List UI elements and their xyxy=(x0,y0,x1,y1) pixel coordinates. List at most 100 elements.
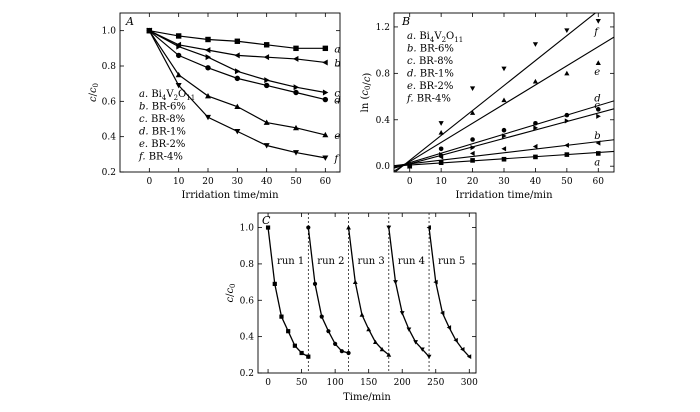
panel-b-point-f xyxy=(438,121,444,126)
panel-b-point-f xyxy=(469,86,476,92)
panel-b-series-a: a xyxy=(394,150,614,169)
panel-a-point-c xyxy=(205,54,211,61)
panel-a-point-c xyxy=(234,68,241,75)
panel-a-ytick-label: 1.0 xyxy=(102,27,117,37)
panel-b-ytick-label: 1.2 xyxy=(376,23,390,33)
panel-b-series-label-d: d xyxy=(594,93,600,104)
panel-a-series-a: a xyxy=(146,27,340,55)
panel-a-point-d xyxy=(175,52,182,59)
panel-c-ytick-label: 0.4 xyxy=(240,333,255,343)
panel-a-point-f xyxy=(175,83,182,89)
panel-c-ylabel: c/c0 xyxy=(225,283,237,302)
panel-c-point-2 xyxy=(379,346,385,352)
panel-a-point-b xyxy=(234,52,240,59)
panel-a-series-label-f: f xyxy=(333,154,340,165)
panel-b-point-b xyxy=(595,140,601,146)
panel-a-ytick-label: 0.2 xyxy=(102,168,116,178)
panel-b-point-f xyxy=(564,28,570,34)
panel-a-series-e: e xyxy=(146,27,340,142)
panel-a-point-d xyxy=(263,82,270,89)
panel-c-point-4 xyxy=(453,337,458,343)
panel-a-point-f xyxy=(146,28,153,34)
panel-a-point-e xyxy=(205,93,211,99)
panel-c-ytick-label: 0.8 xyxy=(240,260,255,270)
panel-c-point-3 xyxy=(386,225,392,230)
panel-c-point-2 xyxy=(352,279,358,285)
panel-b-letter: B xyxy=(401,15,410,28)
panel-c-run-label-1: run 2 xyxy=(317,256,344,267)
panel-b-xtick-label: 0 xyxy=(407,177,413,187)
panel-b-legend-entry: b. BR-6% xyxy=(407,44,454,55)
panel-b-point-b xyxy=(469,150,475,157)
panel-a-series-label-e: e xyxy=(334,131,340,142)
panel-a-point-a xyxy=(263,42,270,48)
panel-a-ytick-label: 0.4 xyxy=(102,133,117,143)
panel-a-point-e xyxy=(322,131,329,138)
panel-b-point-a xyxy=(595,151,601,156)
panel-c-point-4 xyxy=(446,325,452,330)
panel-c-point-4 xyxy=(426,225,431,230)
panel-a-point-f xyxy=(293,150,299,156)
panel-a-point-b xyxy=(263,54,270,61)
panel-b-legend-entry: c. BR-8% xyxy=(407,56,453,67)
panel-a-series-label-d: d xyxy=(334,96,340,107)
panel-b-point-c xyxy=(470,145,476,151)
panel-a-point-c xyxy=(264,77,270,84)
panel-c-point-3 xyxy=(393,280,398,285)
panel-c-xtick-label: 100 xyxy=(327,378,344,388)
panel-a-point-a xyxy=(293,45,299,52)
panel-b-series-f: f xyxy=(394,13,601,172)
panel-c-point-1 xyxy=(346,350,351,356)
panel-b-point-b xyxy=(532,143,538,150)
panel-a-point-d xyxy=(293,89,299,96)
panel-b-point-d xyxy=(470,137,475,142)
panel-c-run-label-3: run 4 xyxy=(398,256,425,267)
panel-a-xtick-label: 40 xyxy=(261,177,273,187)
panel-b-point-d xyxy=(501,127,507,133)
panel-a-point-e xyxy=(234,103,241,110)
panel-b-point-b xyxy=(564,142,569,148)
panel-c-frame xyxy=(257,212,477,374)
panel-b-point-a xyxy=(470,158,475,163)
panel-a-point-f xyxy=(234,128,241,135)
panel-a-legend-entry: e. BR-2% xyxy=(139,139,185,150)
panel-c-series-4: run 5 xyxy=(426,225,472,360)
panel-c-series-2: run 3 xyxy=(346,225,392,357)
panel-c-point-2 xyxy=(386,352,392,357)
panel-b-fit-b xyxy=(394,139,614,167)
panel-b-point-f xyxy=(532,42,539,47)
panel-c-point-3 xyxy=(419,347,425,352)
panel-a-point-a xyxy=(322,45,329,52)
panel-b-point-c xyxy=(533,125,539,131)
panel-a-legend-entry: d. BR-1% xyxy=(139,127,186,138)
panel-c-point-0 xyxy=(292,343,297,348)
panel-c-point-0 xyxy=(272,281,277,287)
panel-a-point-d xyxy=(205,65,211,71)
panel-b-point-e xyxy=(469,110,476,115)
panel-a-legend-entry: c. BR-8% xyxy=(139,114,185,125)
panel-c-point-3 xyxy=(399,311,405,316)
panel-a-point-b xyxy=(205,47,211,54)
panel-c-xtick-label: 50 xyxy=(296,378,308,388)
panel-b-point-f xyxy=(595,19,601,24)
panel-c-point-2 xyxy=(366,326,372,332)
panel-b-xtick-label: 10 xyxy=(435,177,447,187)
panel-c-point-2 xyxy=(346,225,351,230)
panel-b-legend-entry: a. Bi4V2O11 xyxy=(407,31,463,44)
panel-a-legend-entry: a. Bi4V2O11 xyxy=(139,89,195,102)
panel-c-letter: C xyxy=(262,214,271,227)
panel-b-point-b xyxy=(501,146,507,152)
panel-a-point-f xyxy=(205,114,211,121)
panel-b-fit-e xyxy=(394,36,614,172)
panel-a-point-e xyxy=(293,124,299,131)
panel-c-line-1 xyxy=(307,227,349,354)
panel-b-xtick-label: 20 xyxy=(467,177,479,187)
panel-a-point-c xyxy=(322,89,329,96)
panel-b-point-e xyxy=(532,78,539,84)
panel-b-series-b: b xyxy=(394,131,614,169)
panel-b-xtick-label: 30 xyxy=(498,177,510,187)
panel-c-point-1 xyxy=(306,225,311,230)
panel-c-line-4 xyxy=(428,227,470,358)
panel-c-point-2 xyxy=(372,339,378,345)
